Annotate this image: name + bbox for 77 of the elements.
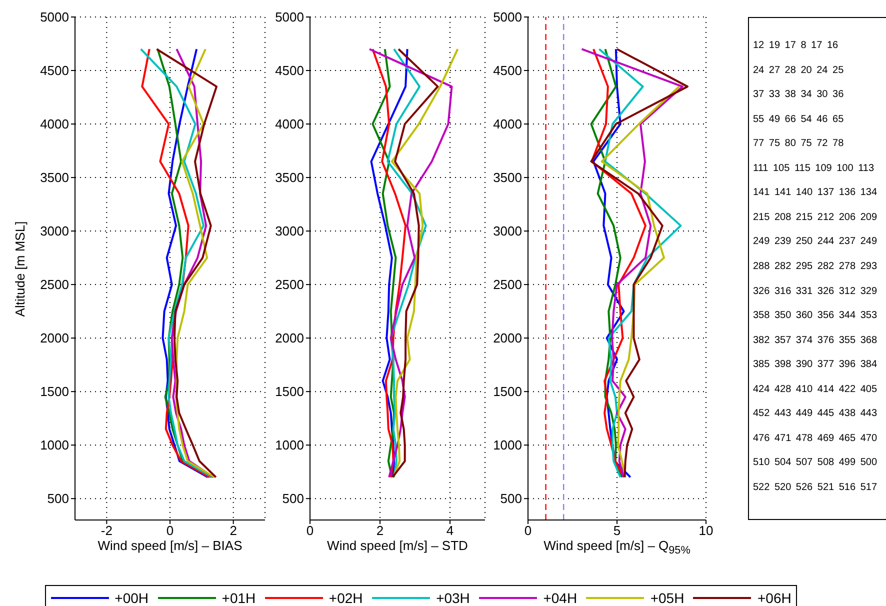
text: 424 428 410 414 422 405: [753, 384, 877, 395]
line-series: [590, 48, 623, 478]
y-tick-label: 2500: [40, 277, 69, 292]
legend-label: +04H: [543, 590, 578, 606]
text: 12 19 17 8 17 16: [753, 40, 838, 51]
text: 510 504 507 508 499 500: [753, 457, 877, 468]
y-tick-label: 5000: [275, 10, 304, 25]
x-axis-title: Wind speed [m/s] – STD: [326, 538, 469, 553]
y-tick-label: 4500: [40, 63, 69, 78]
y-axis-title: Altitude [m MSL]: [12, 220, 28, 316]
legend-label: +03H: [436, 590, 470, 606]
text: 326 316 331 326 312 329: [753, 286, 877, 297]
x-axis-title: Wind speed [m/s] – Q$_{95%}$: [542, 538, 692, 557]
y-tick-label: 2000: [40, 330, 69, 346]
text: 55 49 66 54 46 65: [753, 114, 844, 125]
x-tick-label: 0: [306, 523, 314, 538]
line-series: [392, 48, 439, 478]
text: 385 398 390 377 396 384: [753, 359, 877, 370]
x-tick-label: 10: [698, 523, 714, 538]
text: 476 471 478 469 465 470: [753, 432, 877, 444]
line-series: [386, 48, 427, 478]
line-series: [592, 48, 632, 478]
y-tick-label: 1500: [493, 384, 522, 400]
y-tick-label: 4500: [493, 63, 522, 78]
y-tick-label: 5000: [493, 10, 522, 25]
y-tick-label: 3500: [275, 170, 304, 186]
y-tick-label: 4500: [275, 63, 304, 78]
legend-label: +05H: [650, 590, 684, 606]
y-tick-label: 2000: [275, 330, 304, 346]
text: 141 141 140 137 136 134: [753, 187, 877, 198]
x-tick-label: -2: [100, 523, 112, 538]
x-tick-label: 0: [524, 523, 532, 538]
line-series: [372, 48, 397, 478]
y-tick-label: 500: [500, 491, 522, 506]
y-tick-label: 1500: [275, 384, 304, 400]
text: 249 239 250 244 237 249: [753, 236, 877, 248]
text: 215 208 215 212 206 209: [753, 212, 877, 223]
text: 111 105 115 109 100 113: [753, 162, 874, 174]
x-axis-title: Wind speed [m/s] – BIAS: [96, 538, 244, 553]
legend-label: +06H: [757, 590, 792, 606]
text: 24 27 28 20 24 25: [753, 64, 844, 76]
y-tick-label: 1000: [40, 438, 69, 453]
x-tick-label: 0: [166, 523, 174, 538]
y-tick-label: 2500: [275, 277, 304, 292]
line-series: [590, 48, 646, 478]
y-tick-label: 1000: [275, 438, 304, 453]
legend-label: +02H: [328, 590, 363, 606]
y-tick-label: 2500: [493, 277, 522, 292]
text: 452 443 449 445 438 443: [753, 408, 877, 420]
x-tick-label: 2: [230, 523, 237, 538]
y-tick-label: 3500: [40, 170, 69, 186]
y-tick-label: 1500: [40, 384, 69, 400]
text: 288 282 295 282 278 293: [753, 261, 877, 272]
y-tick-label: 1000: [493, 438, 522, 453]
y-tick-label: 4000: [493, 116, 522, 132]
y-tick-label: 4000: [275, 116, 304, 132]
line-series: [368, 48, 453, 478]
x-tick-label: 4: [446, 523, 454, 538]
text: 77 75 80 75 72 78: [753, 138, 844, 150]
line-series: [390, 48, 459, 478]
text: 522 520 526 521 516 517: [753, 482, 877, 493]
legend-label: +00H: [114, 590, 148, 606]
y-tick-label: 2000: [493, 330, 522, 346]
y-tick-label: 5000: [40, 10, 69, 25]
text: 37 33 38 34 30 36: [753, 89, 844, 100]
y-tick-label: 3000: [275, 224, 304, 239]
y-tick-label: 500: [282, 491, 304, 506]
y-tick-label: 4000: [40, 116, 69, 132]
y-tick-label: 3500: [493, 170, 522, 186]
y-tick-label: 3000: [40, 224, 69, 239]
x-tick-label: 2: [376, 523, 384, 538]
legend-label: +01H: [222, 590, 256, 606]
text: 382 357 374 376 355 368: [753, 334, 877, 346]
x-tick-label: 5: [613, 523, 621, 538]
text: 358 350 360 356 344 353: [753, 310, 877, 322]
y-tick-label: 3000: [493, 224, 522, 239]
y-tick-label: 500: [47, 491, 69, 506]
